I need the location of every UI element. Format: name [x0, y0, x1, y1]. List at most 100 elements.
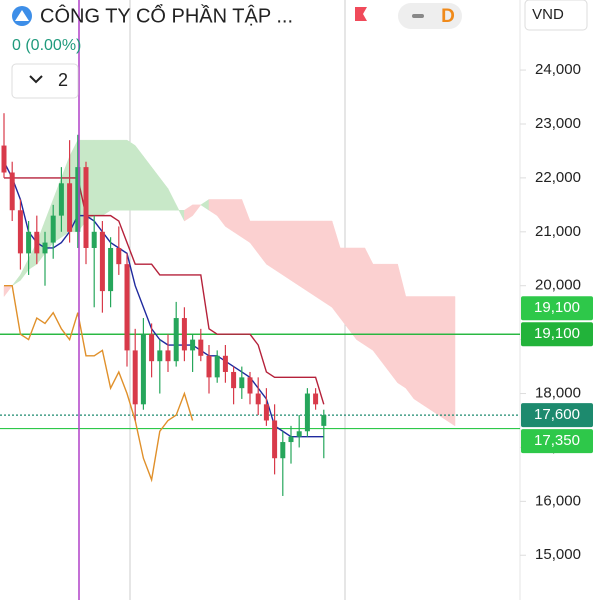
cloud	[175, 204, 185, 222]
price-label-box	[521, 403, 593, 428]
candle-body	[149, 334, 155, 362]
currency[interactable]: VND	[532, 6, 564, 23]
cloud	[364, 247, 374, 351]
candle-body	[181, 318, 187, 351]
cloud	[216, 199, 226, 228]
cloud	[225, 199, 234, 233]
indicator-line	[3, 161, 324, 438]
candle-body	[206, 355, 212, 378]
cloud	[372, 263, 382, 362]
candle-body	[222, 355, 228, 372]
candle-body	[255, 393, 261, 405]
candle-body	[263, 404, 269, 421]
price-label: 19,100	[534, 325, 580, 342]
candle-body	[313, 393, 319, 405]
candle-body	[288, 436, 294, 443]
cloud	[208, 199, 218, 217]
cloud	[200, 198, 210, 211]
cloud	[184, 204, 193, 222]
cloud	[241, 199, 251, 244]
candle-body	[321, 415, 327, 426]
cloud	[438, 296, 448, 421]
title: CÔNG TY CỔ PHẦN TẬP ...	[40, 3, 293, 27]
cloud	[315, 220, 325, 303]
legend-count[interactable]: 2	[58, 70, 68, 90]
candle-body	[67, 183, 73, 232]
candle-body	[42, 242, 48, 254]
cloud	[266, 220, 275, 271]
cloud	[323, 220, 333, 308]
cloud	[348, 247, 357, 341]
header: CÔNG TY CỔ PHẦN TẬP ... D VND 0 (0.00%) …	[11, 0, 588, 99]
cloud	[389, 263, 398, 384]
cloud	[331, 220, 341, 319]
cloud	[233, 199, 243, 238]
cloud	[143, 155, 152, 211]
flag-icon[interactable]	[355, 7, 367, 21]
price-label: 17,350	[534, 432, 580, 449]
candle-body	[157, 350, 163, 362]
y-tick-label: 21,000	[535, 223, 581, 240]
y-tick-label: 18,000	[535, 384, 581, 401]
cloud	[118, 139, 128, 211]
cloud	[159, 177, 169, 211]
candle-body	[198, 339, 204, 356]
cloud	[274, 220, 284, 276]
indicator-line	[4, 177, 325, 405]
cloud	[356, 247, 366, 346]
y-tick-label: 24,000	[535, 61, 581, 78]
candle-body	[280, 442, 286, 459]
candle-body	[231, 371, 237, 389]
candle-body	[9, 172, 15, 211]
candle-body	[239, 377, 245, 389]
candle-body	[296, 431, 302, 437]
y-tick-label: 20,000	[535, 277, 581, 294]
cloud	[307, 220, 316, 297]
interval[interactable]: D	[441, 6, 455, 27]
cloud	[339, 247, 349, 330]
candle-body	[99, 231, 105, 292]
cloud	[249, 220, 259, 255]
logo-mark	[15, 10, 29, 21]
cloud	[282, 220, 292, 281]
cloud	[298, 220, 308, 292]
candle-body	[75, 167, 81, 232]
cloud	[167, 188, 177, 211]
y-tick-label: 23,000	[535, 115, 581, 132]
cloud	[110, 139, 120, 211]
price-label: 17,600	[534, 406, 580, 423]
candle-body	[50, 215, 56, 243]
cloud	[290, 220, 300, 287]
currency-box[interactable]	[524, 0, 588, 31]
candle-body	[26, 231, 32, 254]
y-tick-label: 15,000	[535, 546, 581, 563]
candle-body	[190, 339, 196, 351]
cloud	[421, 296, 431, 411]
cloud	[257, 220, 267, 265]
chevron	[29, 75, 43, 84]
cloud	[3, 285, 13, 298]
y-tick-label: 22,000	[535, 169, 581, 186]
candle-body	[58, 183, 64, 216]
candle-body	[34, 231, 40, 254]
candle-body	[124, 264, 130, 351]
indicator-line	[4, 285, 194, 483]
plot	[0, 69, 526, 556]
candle-body	[304, 393, 310, 432]
minus-icon	[412, 14, 424, 18]
cloud	[20, 258, 29, 282]
legend-toggle[interactable]	[11, 63, 79, 99]
candle-body	[173, 318, 179, 362]
candle-body	[108, 247, 114, 292]
price-label-box	[521, 296, 593, 321]
y-tick-label: 16,000	[535, 492, 581, 509]
cloud	[12, 274, 21, 286]
candle-body	[116, 247, 122, 265]
cloud	[413, 296, 423, 405]
price-label-box	[521, 322, 593, 347]
cloud	[151, 166, 161, 211]
toggle[interactable]	[398, 3, 462, 29]
candle-body	[140, 334, 146, 405]
